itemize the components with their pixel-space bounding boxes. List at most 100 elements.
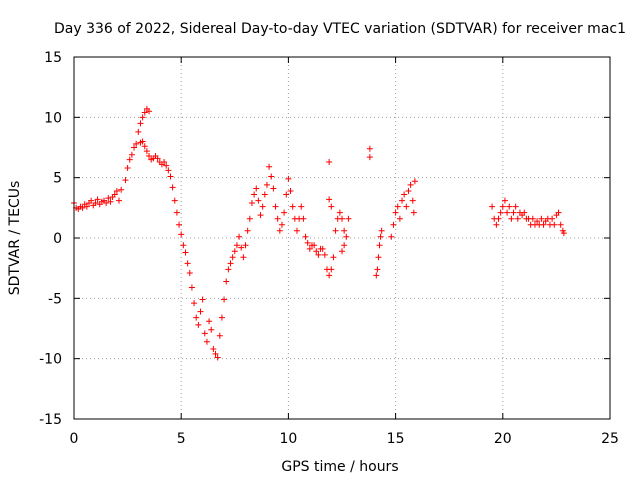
data-point [394, 203, 401, 210]
y-tick-label: 5 [53, 171, 62, 187]
data-point [281, 209, 288, 216]
data-point [210, 346, 217, 353]
data-point [376, 242, 383, 249]
data-point [339, 215, 345, 222]
data-point [169, 184, 176, 191]
x-tick-label: 0 [70, 431, 79, 447]
data-point [407, 181, 414, 188]
y-tick-label: 15 [44, 50, 62, 66]
data-point [229, 254, 236, 261]
data-point [236, 233, 243, 240]
data-point [311, 242, 318, 249]
data-point [188, 284, 195, 291]
data-point [493, 221, 500, 228]
data-point [289, 203, 296, 210]
data-point [126, 156, 133, 163]
data-point [248, 200, 255, 207]
data-point [392, 209, 399, 216]
data-point [261, 191, 268, 198]
data-point [378, 227, 385, 234]
chart-title: Day 336 of 2022, Sidereal Day-to-day VTE… [54, 21, 626, 37]
data-point [111, 191, 118, 198]
data-point [366, 154, 373, 161]
data-point [339, 248, 345, 255]
data-point [343, 233, 350, 240]
data-point [193, 314, 200, 321]
data-point [336, 209, 343, 216]
data-points [71, 105, 567, 361]
data-point [272, 203, 279, 210]
x-tick-label: 15 [387, 431, 405, 447]
data-point [345, 215, 352, 222]
data-point [201, 330, 208, 337]
data-point [551, 221, 558, 228]
x-tick-label: 20 [494, 431, 512, 447]
data-point [514, 215, 521, 222]
data-point [409, 197, 416, 204]
data-point [253, 185, 260, 192]
data-point [508, 215, 515, 222]
data-point [221, 296, 228, 303]
data-point [146, 108, 153, 115]
data-point [206, 318, 213, 325]
x-tick-label: 25 [601, 431, 619, 447]
data-point [103, 200, 110, 207]
data-point [399, 197, 406, 204]
data-point [246, 215, 253, 222]
data-point [326, 196, 333, 203]
data-point [238, 244, 245, 251]
data-point [195, 321, 202, 328]
data-point [268, 173, 275, 180]
data-point [293, 227, 300, 234]
data-point [538, 215, 545, 222]
data-point [390, 221, 397, 228]
data-point [274, 215, 281, 222]
data-point [94, 196, 101, 203]
plot-frame [73, 56, 611, 420]
data-point [332, 227, 339, 234]
data-point [405, 187, 412, 194]
data-point [540, 221, 547, 228]
x-tick-labels: 0 5 10 15 20 25 [70, 431, 619, 447]
data-point [298, 203, 305, 210]
data-point [510, 209, 517, 216]
y-tick-labels: -15 -10 -5 0 5 10 15 [39, 50, 62, 428]
data-point [313, 248, 320, 255]
data-point [326, 272, 333, 279]
data-point [92, 200, 99, 207]
data-point [328, 266, 335, 273]
data-point [163, 162, 170, 169]
data-point [197, 308, 204, 315]
data-point [396, 215, 403, 222]
data-point [165, 167, 172, 174]
data-point [319, 245, 326, 252]
data-point [146, 152, 153, 159]
data-point [321, 251, 328, 258]
y-tick-label: -5 [48, 291, 62, 307]
data-point [328, 203, 335, 210]
data-point [259, 203, 266, 210]
data-point [495, 215, 502, 222]
data-point [225, 266, 232, 273]
data-point [231, 248, 238, 255]
data-point [105, 195, 112, 202]
data-point [178, 231, 185, 238]
x-tick-label: 10 [279, 431, 297, 447]
data-point [218, 314, 225, 321]
data-point [143, 148, 150, 155]
data-point [341, 242, 348, 249]
data-point [512, 203, 519, 210]
data-point [401, 191, 408, 198]
data-point [141, 109, 148, 116]
data-point [244, 227, 251, 234]
data-point [304, 239, 311, 246]
data-point [489, 203, 496, 210]
data-point [124, 165, 131, 172]
y-tick-label: 10 [44, 110, 62, 126]
data-point [214, 354, 221, 361]
data-point [497, 209, 504, 216]
data-point [212, 350, 219, 357]
data-point [191, 300, 198, 307]
data-point [276, 227, 283, 234]
data-point [270, 185, 277, 192]
